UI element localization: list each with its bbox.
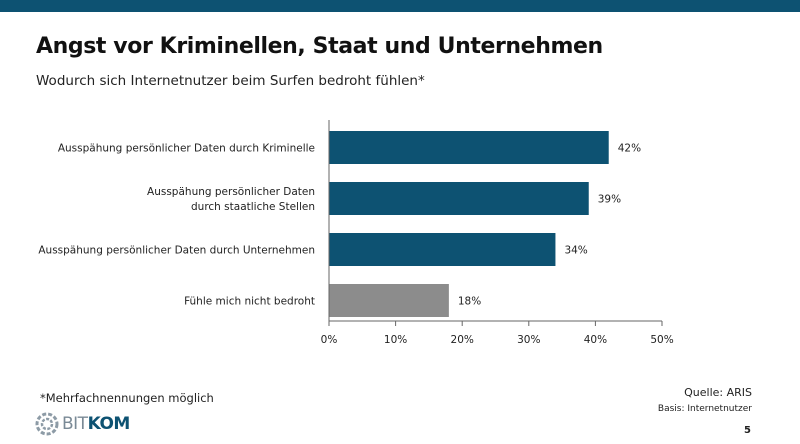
data-label: 42% (618, 143, 641, 155)
category-label: Ausspähung persönlicher Daten durch Unte… (38, 245, 315, 257)
bitkom-logo-text: BITKOM (62, 414, 130, 434)
source-label: Quelle: ARIS (684, 386, 752, 399)
category-label: Ausspähung persönlicher Daten (147, 186, 315, 198)
x-tick-label: 0% (321, 334, 338, 346)
x-tick-label: 30% (517, 334, 540, 346)
category-label: Fühle mich nicht bedroht (184, 296, 315, 308)
bitkom-logo-mark-icon (35, 412, 59, 436)
data-label: 34% (564, 245, 587, 257)
bar (329, 233, 556, 266)
x-tick-label: 10% (384, 334, 407, 346)
category-label: durch staatliche Stellen (191, 201, 315, 213)
page-title: Angst vor Kriminellen, Staat und Unterne… (36, 34, 603, 59)
bar-chart: Ausspähung persönlicher Daten durch Krim… (38, 120, 674, 346)
bar (329, 182, 589, 215)
x-tick-label: 20% (451, 334, 474, 346)
logo-text-kom: KOM (87, 414, 131, 434)
page-subtitle: Wodurch sich Internetnutzer beim Surfen … (36, 73, 425, 89)
footnote: *Mehrfachnennungen möglich (40, 391, 214, 405)
page-number: 5 (744, 425, 751, 436)
top-accent-bar (0, 0, 800, 12)
bitkom-logo: BITKOM (34, 411, 130, 437)
bar (329, 284, 449, 317)
bar (329, 131, 609, 164)
data-label: 39% (598, 194, 621, 206)
category-label: Ausspähung persönlicher Daten durch Krim… (58, 143, 315, 155)
x-tick-label: 40% (584, 334, 607, 346)
logo-text-bit: BIT (62, 414, 88, 434)
basis-label: Basis: Internetnutzer (657, 404, 752, 414)
x-tick-label: 50% (650, 334, 673, 346)
data-label: 18% (458, 296, 481, 308)
